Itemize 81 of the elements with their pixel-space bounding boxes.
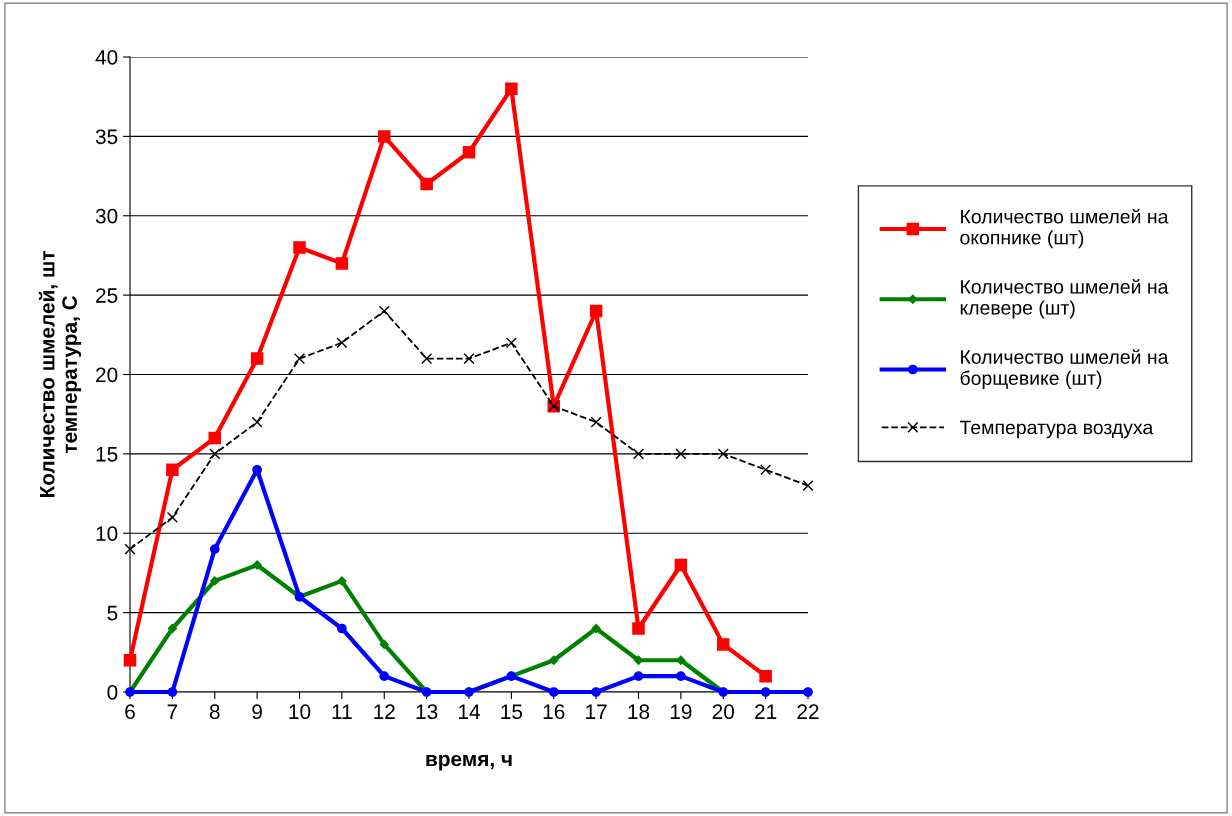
x-tick-label: 21 xyxy=(755,704,777,719)
point xyxy=(337,576,347,586)
point xyxy=(379,639,389,649)
point xyxy=(337,623,347,634)
x-tick-label: 11 xyxy=(332,704,352,719)
y-axis-title: Количество шмелей, шт температура, С xyxy=(38,251,82,498)
point xyxy=(209,544,220,554)
point xyxy=(676,655,686,665)
point xyxy=(802,480,814,492)
y-tick-label: 20 xyxy=(96,367,118,383)
point xyxy=(717,448,729,460)
point xyxy=(209,448,221,460)
legend-label: Температура воздуха xyxy=(959,420,1154,439)
y-tick-label: 10 xyxy=(96,526,118,541)
point xyxy=(293,241,306,254)
point xyxy=(166,463,179,477)
point xyxy=(549,655,559,665)
y-tick-label: 30 xyxy=(95,208,118,224)
point xyxy=(760,687,771,697)
x-axis-title: время, ч xyxy=(426,754,512,771)
point xyxy=(208,431,222,445)
x-tick-label: 19 xyxy=(670,704,692,720)
x-tick-label: 9 xyxy=(252,704,262,720)
point xyxy=(676,671,686,681)
x-tick-label: 17 xyxy=(586,704,607,719)
y-tick-label: 15 xyxy=(96,447,118,462)
x-tick-label: 20 xyxy=(712,704,735,720)
point xyxy=(548,687,559,697)
point xyxy=(167,623,177,634)
x-tick-label: 6 xyxy=(125,704,135,720)
point xyxy=(675,448,687,460)
point xyxy=(335,257,349,270)
point xyxy=(379,671,390,681)
x-tick-label: 18 xyxy=(628,704,650,720)
point xyxy=(336,337,348,349)
point xyxy=(591,623,601,634)
x-tick-label: 15 xyxy=(501,704,523,720)
point xyxy=(166,511,178,523)
x-tick-label: 7 xyxy=(167,704,178,719)
y-tick-label: 5 xyxy=(107,605,118,621)
y-tick-label: 35 xyxy=(95,129,118,145)
point xyxy=(591,687,601,697)
point xyxy=(590,416,602,428)
point xyxy=(378,305,390,317)
point xyxy=(293,353,306,365)
point xyxy=(167,687,178,697)
point xyxy=(251,416,263,428)
point xyxy=(123,653,137,667)
point xyxy=(589,304,603,318)
point xyxy=(463,353,475,365)
point xyxy=(759,669,772,683)
point xyxy=(421,353,433,365)
x-tick-label: 22 xyxy=(797,704,819,719)
point xyxy=(632,448,645,460)
y-tick-label: 25 xyxy=(96,288,118,303)
point xyxy=(250,352,264,365)
point xyxy=(377,130,391,143)
point xyxy=(505,82,518,96)
point xyxy=(210,576,220,586)
point xyxy=(632,622,645,635)
x-tick-label: 14 xyxy=(459,704,480,719)
point xyxy=(462,145,476,159)
point xyxy=(716,638,730,651)
point xyxy=(674,558,688,572)
point xyxy=(633,671,644,681)
x-tick-label: 13 xyxy=(416,704,438,720)
point xyxy=(505,337,517,349)
x-tick-label: 12 xyxy=(374,704,395,719)
x-tick-label: 10 xyxy=(289,704,311,720)
legend-label: Количество шмелей на борщевике (шт) xyxy=(960,349,1169,389)
y-tick-label: 0 xyxy=(107,685,118,700)
point xyxy=(252,560,262,570)
point xyxy=(420,177,433,191)
point xyxy=(760,464,772,476)
x-tick-label: 16 xyxy=(543,704,565,720)
point xyxy=(252,464,262,475)
legend-label: Количество шмелей на окопнике (шт) xyxy=(960,208,1169,249)
x-tick-label: 8 xyxy=(209,704,220,720)
point xyxy=(124,543,136,555)
y-tick-label: 40 xyxy=(95,50,118,65)
legend-label: Количество шмелей на клевере (шт) xyxy=(960,279,1169,319)
